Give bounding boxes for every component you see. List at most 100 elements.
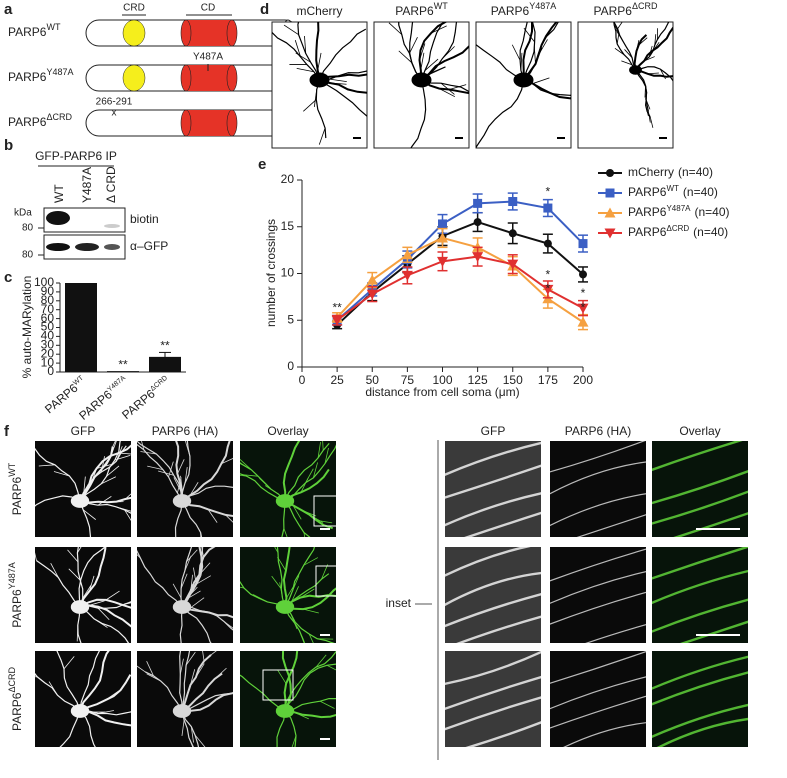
dendrite-branch — [158, 470, 174, 476]
dendrite-branch — [303, 532, 306, 537]
dendrite — [79, 710, 131, 716]
dendrite-branch — [324, 447, 329, 464]
y-tick-label: 10 — [41, 355, 55, 369]
series-line — [336, 236, 584, 323]
dendrite-branch — [106, 465, 120, 477]
legend-entry: mCherry (n=40) — [628, 165, 713, 179]
x-tick-label: PARP6ΔCRD — [119, 374, 173, 422]
dendrite-branch — [180, 475, 183, 492]
inset-box — [315, 565, 347, 597]
dendrite — [284, 651, 336, 712]
dendrite-branch — [194, 734, 206, 747]
dendrite — [319, 70, 367, 81]
column-header: PARP6 (HA) — [152, 424, 218, 438]
significance: * — [546, 282, 551, 296]
blot-name: α–GFP — [130, 239, 168, 253]
mutation-label: Y487A — [193, 52, 223, 63]
panel-label: a — [4, 1, 13, 18]
y-tick-label: 70 — [41, 302, 55, 316]
dendrite — [465, 721, 541, 747]
point — [366, 274, 378, 285]
legend-name: PARP6 — [628, 185, 667, 199]
dendrite — [315, 79, 327, 139]
image-title: PARP6Y487A — [491, 1, 557, 18]
point — [472, 252, 484, 263]
dendrite — [634, 69, 649, 112]
neuron — [35, 651, 131, 747]
dendrite-branch — [82, 509, 96, 520]
dendrite-branch — [303, 608, 319, 614]
dendrite-branch — [53, 471, 70, 477]
image-title-sup: Y487A — [529, 1, 556, 11]
dendrite-branch — [305, 468, 314, 484]
dendrite-branch — [292, 505, 302, 520]
dendrite — [284, 587, 336, 611]
lane-label: Δ CRD — [104, 166, 118, 203]
dendrite-branch — [440, 82, 455, 95]
dendrite — [240, 462, 286, 502]
dendrite-branch — [329, 78, 347, 83]
neuron — [240, 547, 336, 643]
legend-sup: Y487A — [666, 204, 691, 213]
dendrite-branch — [460, 159, 466, 175]
cd-edge — [180, 64, 192, 92]
dendrite-branch — [321, 564, 329, 580]
soma — [513, 72, 534, 88]
dendrite — [272, 31, 320, 81]
dendrite-branch — [312, 412, 318, 427]
point — [401, 249, 413, 260]
panel-label: c — [4, 269, 12, 286]
neuron — [137, 651, 233, 747]
dendrite-branch — [289, 677, 292, 694]
series-line — [336, 200, 584, 322]
legend-marker — [606, 169, 614, 177]
dendrite — [181, 654, 212, 712]
dendrite-branch — [339, 431, 352, 440]
row-label-base: PARP6 — [10, 476, 24, 515]
construct-name-sup: WT — [46, 22, 60, 32]
soma — [275, 600, 295, 614]
dendrite-branch — [189, 482, 199, 497]
dendrite — [297, 22, 321, 81]
dendrite-branch — [409, 37, 418, 54]
construct-name: PARP6ΔCRD — [8, 112, 72, 129]
dendrite-branch — [207, 509, 218, 523]
series-line — [336, 255, 584, 322]
legend-entry: PARP6ΔCRD (n=40) — [628, 224, 728, 240]
image-title-base: PARP6 — [491, 4, 530, 18]
legend-marker — [604, 207, 616, 218]
panel-label: b — [4, 137, 13, 154]
dendrite — [420, 79, 469, 95]
dendrite-branch — [101, 476, 117, 485]
dendrite — [281, 500, 286, 537]
dendrite-branch — [97, 496, 112, 506]
dendrite — [79, 674, 131, 712]
image-frame — [35, 441, 131, 537]
dendrite — [181, 441, 191, 502]
inset-dendrites — [445, 441, 541, 537]
column-header: Overlay — [679, 424, 720, 438]
dendrite — [282, 547, 291, 608]
dendrite-branch — [614, 47, 625, 56]
dendrite-branch — [172, 583, 182, 599]
dendrite — [635, 66, 673, 82]
dendrite — [59, 710, 81, 747]
neuron — [460, 22, 571, 175]
dendrite — [137, 441, 183, 502]
dendrite-branch — [186, 549, 198, 562]
dendrite-branch — [291, 586, 299, 602]
dendrite — [276, 710, 286, 747]
dendrite-branch — [429, 66, 446, 75]
dendrite — [174, 500, 183, 537]
cd-domain — [186, 65, 232, 91]
cd-edge — [180, 109, 192, 137]
inset-dendrites — [550, 441, 646, 537]
dendrite — [418, 22, 448, 81]
construct-name: PARP6Y487A — [8, 67, 74, 84]
neuron — [11, 441, 131, 537]
image-frame — [577, 21, 674, 149]
dendrite-branch — [11, 518, 25, 526]
legend-note: (n=40) — [683, 185, 718, 199]
dendrite-branch — [186, 590, 201, 600]
dendrite-branch — [277, 669, 287, 684]
